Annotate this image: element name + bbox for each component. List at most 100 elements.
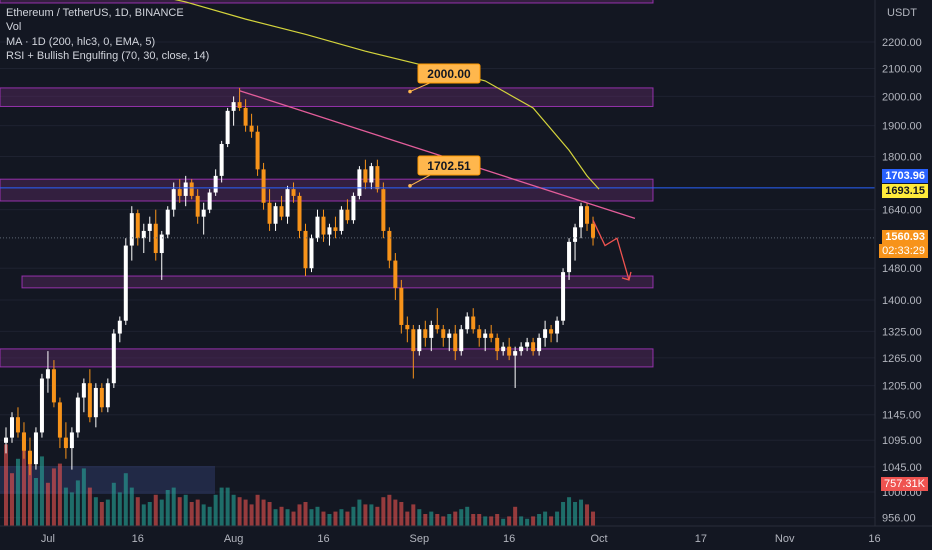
- annotation-anchor: [408, 184, 412, 188]
- candle-body: [333, 227, 338, 231]
- volume-bar: [9, 473, 14, 526]
- price-axis-title: USDT: [887, 7, 917, 19]
- candle-body: [153, 223, 158, 254]
- price-tick-label: 1095.00: [882, 435, 922, 447]
- candle-body: [447, 333, 452, 338]
- candle-body: [243, 107, 248, 126]
- volume-bar: [147, 502, 152, 526]
- candle-body: [51, 369, 56, 403]
- candle-body: [69, 432, 74, 449]
- volume-bar: [213, 494, 218, 526]
- volume-bar: [177, 497, 182, 526]
- volume-bar: [273, 509, 278, 526]
- candle-body: [291, 189, 296, 196]
- volume-bar: [69, 492, 74, 526]
- price-tick-label: 1900.00: [882, 121, 922, 133]
- candle-body: [567, 241, 572, 273]
- candle-body: [327, 227, 332, 235]
- candle-body: [579, 206, 584, 228]
- candle-body: [57, 402, 62, 438]
- candle-body: [297, 195, 302, 231]
- volume-bar: [231, 494, 236, 526]
- ma-indicator-label[interactable]: MA · 1D (200, hlc3, 0, EMA, 5): [6, 36, 156, 48]
- candle-body: [9, 417, 14, 438]
- candle-body: [507, 346, 512, 356]
- volume-bar: [471, 514, 476, 526]
- candle-body: [537, 337, 542, 352]
- volume-bars: [4, 432, 596, 526]
- volume-bar: [51, 468, 56, 526]
- candle-body: [549, 329, 554, 334]
- candle-body: [471, 316, 476, 330]
- volume-bar: [567, 497, 572, 526]
- candle-body: [315, 216, 320, 239]
- drawings: 2000.00 1702.51: [0, 0, 875, 281]
- candle-body: [219, 143, 224, 176]
- candle-body: [195, 195, 200, 217]
- candle-body: [393, 260, 398, 288]
- candle-body: [543, 329, 548, 338]
- candle-body: [561, 272, 566, 321]
- candle-body: [63, 437, 68, 449]
- candle-body: [261, 169, 266, 203]
- sr-zone: [0, 178, 654, 202]
- volume-bar: [405, 511, 410, 526]
- candle-body: [39, 378, 44, 433]
- volume-bar: [63, 487, 68, 526]
- candle-body: [387, 230, 392, 261]
- volume-bar: [21, 432, 26, 526]
- time-tick-label: 16: [317, 533, 329, 545]
- volume-bar: [531, 516, 536, 526]
- volume-bar: [237, 497, 242, 526]
- projection-arrowhead: [621, 271, 632, 281]
- volume-indicator-label[interactable]: Vol: [6, 21, 22, 33]
- candle-body: [99, 387, 104, 408]
- volume-bar: [33, 478, 38, 526]
- volume-bar: [201, 504, 206, 526]
- volume-bar: [555, 511, 560, 526]
- candle-body: [351, 195, 356, 221]
- volume-bar: [81, 468, 86, 526]
- volume-bar: [579, 499, 584, 526]
- price-axis-panel: [875, 0, 932, 550]
- volume-bar: [207, 506, 212, 526]
- sr-zone: [0, 87, 654, 107]
- rsi-indicator-label[interactable]: RSI + Bullish Engulfing (70, 30, close, …: [6, 50, 210, 62]
- chart-title: Ethereum / TetherUS, 1D, BINANCE: [6, 7, 184, 19]
- volume-bar: [183, 494, 188, 526]
- candle-body: [225, 110, 230, 144]
- candle-body: [375, 166, 380, 190]
- volume-bar: [525, 518, 530, 526]
- candle-body: [255, 131, 260, 170]
- time-tick-label: 16: [132, 533, 144, 545]
- candle-body: [555, 320, 560, 334]
- price-tick-label: 1045.00: [882, 462, 922, 474]
- volume-bar: [375, 506, 380, 526]
- volume-bar: [351, 506, 356, 526]
- candle-body: [285, 189, 290, 217]
- candle-body: [519, 346, 524, 352]
- volume-bar: [303, 502, 308, 526]
- price-tick-label: 1205.00: [882, 381, 922, 393]
- volume-bar: [501, 518, 506, 526]
- price-tick-label: 1640.00: [882, 205, 922, 217]
- volume-bar: [171, 487, 176, 526]
- candle-body: [231, 102, 236, 111]
- volume-bar: [591, 511, 596, 526]
- volume-bar: [129, 487, 134, 526]
- sr-zone: [21, 275, 654, 289]
- candle-body: [141, 230, 146, 239]
- volume-bar: [39, 456, 44, 526]
- price-tick-label: 1325.00: [882, 326, 922, 338]
- volume-bar: [87, 487, 92, 526]
- candle-body: [585, 206, 590, 224]
- volume-bar: [315, 506, 320, 526]
- candle-body: [27, 450, 32, 465]
- time-tick-label: 16: [868, 533, 880, 545]
- volume-bar: [339, 509, 344, 526]
- time-tick-label: Aug: [224, 533, 244, 545]
- candle-body: [495, 337, 500, 352]
- volume-bar: [411, 504, 416, 526]
- candle-body: [345, 209, 350, 221]
